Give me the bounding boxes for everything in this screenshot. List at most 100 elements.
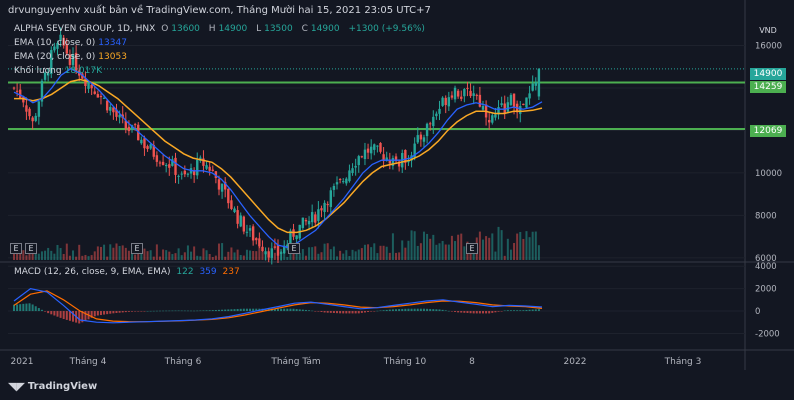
volume-bar (131, 250, 134, 260)
macd-histogram-bar (432, 309, 435, 312)
macd-histogram-bar (531, 309, 534, 312)
candle-body (323, 202, 326, 212)
volume-bar (75, 256, 78, 260)
low-value: 13500 (264, 24, 293, 34)
volume-bar (398, 252, 401, 260)
candle-body (118, 114, 121, 118)
macd-histogram-bar (180, 310, 183, 312)
volume-bar (304, 255, 307, 260)
volume-bar (106, 256, 109, 260)
volume-bar (93, 251, 96, 260)
volume-bar (168, 251, 171, 260)
candle-body (385, 157, 388, 161)
macd-histogram-bar (301, 309, 304, 312)
macd-histogram-bar (165, 310, 168, 312)
candle-body (140, 139, 143, 144)
macd-histogram-bar (280, 308, 283, 312)
event-marker[interactable]: E (25, 243, 37, 254)
volume-bar (242, 255, 245, 260)
macd-histogram-bar (152, 310, 155, 312)
event-marker[interactable]: E (288, 243, 300, 254)
event-marker[interactable]: E (131, 243, 143, 254)
candle-body (534, 82, 537, 86)
macd-tick-label: 4000 (755, 262, 777, 272)
candle-body (180, 173, 183, 175)
volume-bar (233, 252, 236, 260)
volume-bar (90, 255, 93, 260)
macd-histogram-bar (90, 311, 93, 318)
volume-bar (31, 250, 34, 260)
macd-line-value: 359 (199, 267, 217, 277)
candle-body (435, 113, 438, 117)
volume-bar (183, 252, 186, 260)
macd-histogram-bar (174, 310, 177, 312)
candle-body (71, 54, 75, 66)
candle-body (171, 159, 174, 166)
level-low-label: 12069 (750, 125, 786, 137)
macd-histogram-bar (109, 311, 112, 314)
candle-body (335, 182, 339, 185)
candle-body (12, 87, 16, 89)
candle-body (245, 231, 249, 233)
volume-bar (174, 253, 177, 260)
candle-body (267, 251, 270, 258)
volume-bar (56, 244, 59, 260)
macd-histogram-bar (308, 310, 311, 312)
candle-body (130, 125, 134, 130)
candle-body (242, 216, 246, 232)
volume-bar (373, 243, 376, 260)
volume-bar (65, 243, 68, 260)
volume-bar (317, 253, 320, 260)
candle-body (196, 159, 199, 176)
event-marker[interactable]: E (10, 243, 22, 254)
candle-body (491, 115, 494, 123)
candle-body (488, 119, 491, 123)
volume-bar (155, 244, 158, 260)
volume-bar (311, 247, 314, 260)
macd-histogram-bar (298, 309, 301, 312)
macd-histogram-bar (65, 311, 68, 320)
candle-body (463, 89, 466, 97)
candle-body (307, 220, 311, 225)
candle-body (537, 68, 541, 97)
volume-bar (267, 256, 270, 260)
volume-bar (202, 248, 205, 260)
volume-bar (463, 246, 466, 260)
candle-body (270, 248, 273, 258)
macd-histogram-bar (407, 308, 410, 312)
candle-body (506, 102, 510, 112)
macd-histogram-bar (245, 308, 248, 312)
macd-histogram-bar (25, 303, 28, 312)
volume-bar (441, 240, 444, 260)
candle-body (466, 87, 469, 89)
candle-body (96, 94, 100, 98)
macd-histogram-bar (134, 311, 137, 312)
candle-body (382, 154, 385, 162)
candle-body (34, 115, 37, 121)
volume-bar (429, 238, 432, 260)
volume-bar (115, 243, 118, 260)
candle-body (211, 169, 214, 171)
macd-histogram-bar (205, 310, 208, 312)
macd-histogram-bar (326, 311, 329, 313)
price-tick-label: 10000 (755, 169, 782, 179)
time-tick-label: 8 (469, 357, 475, 367)
macd-histogram-bar (22, 303, 25, 312)
candle-body (519, 106, 522, 114)
candle-body (186, 173, 190, 175)
macd-histogram-bar (472, 311, 475, 314)
macd-histogram-bar (292, 308, 295, 312)
macd-histogram-bar (342, 311, 345, 314)
volume-bar (301, 249, 304, 260)
candle-body (345, 178, 348, 184)
volume-bar (193, 246, 196, 260)
macd-histogram-bar (441, 309, 444, 312)
volume-bar (124, 247, 127, 260)
volume-bar (506, 238, 509, 260)
volume-bar (273, 252, 276, 260)
event-marker[interactable]: E (466, 243, 478, 254)
macd-histogram-bar (162, 310, 165, 312)
candle-body (425, 123, 429, 137)
footer-brand[interactable]: ◥◤ TradingView (8, 380, 97, 393)
